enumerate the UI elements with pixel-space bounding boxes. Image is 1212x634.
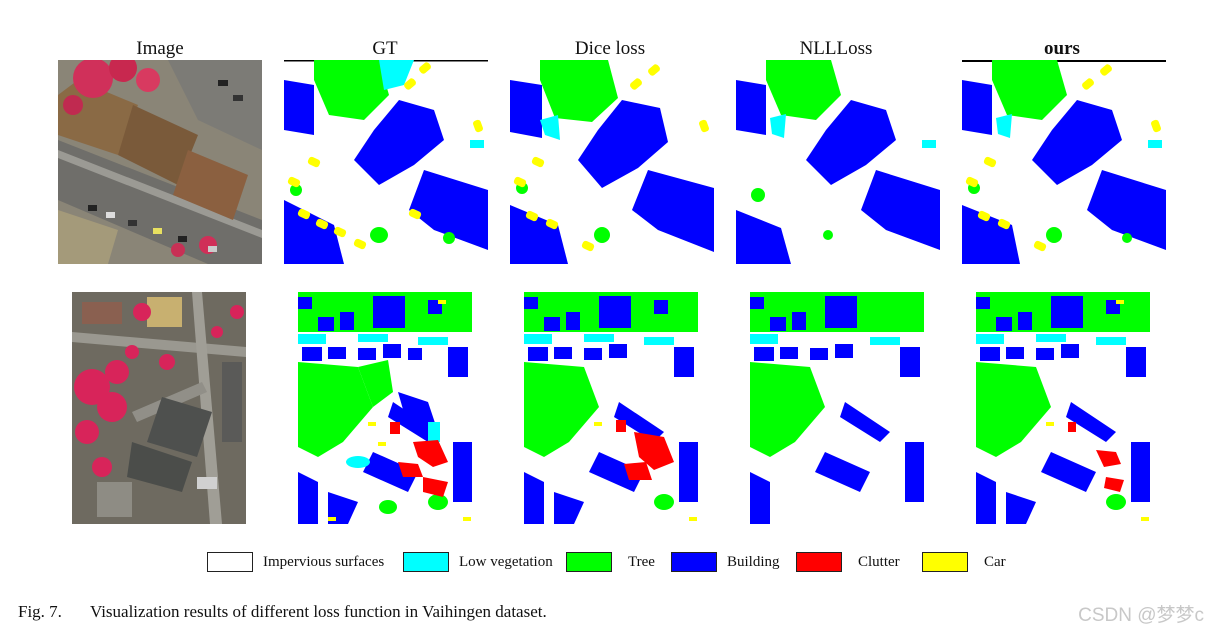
legend-impervious-surfaces: Impervious surfaces	[207, 551, 384, 573]
legend-label-low-vegetation: Low vegetation	[459, 553, 553, 570]
legend-swatch-tree	[566, 552, 612, 572]
legend-swatch-impervious	[207, 552, 253, 572]
legend-swatch-clutter	[796, 552, 842, 572]
gt-map-row1	[284, 60, 488, 264]
ours-map-row2	[976, 292, 1150, 524]
legend-label-impervious: Impervious surfaces	[263, 553, 385, 570]
gt-map-row2	[298, 292, 472, 524]
ours-map-row1	[962, 60, 1166, 264]
watermark: CSDN @梦梦c	[1078, 605, 1204, 626]
legend-car: Car	[922, 551, 1006, 573]
column-heading-ours: ours	[1044, 38, 1080, 59]
legend-swatch-low-vegetation	[403, 552, 449, 572]
column-heading-gt: GT	[372, 38, 398, 59]
legend-label-clutter: Clutter	[858, 553, 900, 570]
legend-swatch-building	[671, 552, 717, 572]
column-heading-nllloss: NLLLoss	[799, 38, 873, 59]
dice-loss-map-row2	[524, 292, 698, 524]
aerial-image-row1	[58, 60, 262, 264]
figure-number: Fig. 7.	[18, 602, 62, 621]
legend-building: Building	[671, 551, 780, 573]
dice-loss-map-row1	[510, 60, 714, 264]
aerial-image-row2	[72, 292, 246, 524]
legend-low-vegetation: Low vegetation	[403, 551, 553, 573]
nllloss-map-row2	[750, 292, 924, 524]
column-heading-image: Image	[136, 38, 184, 59]
legend-swatch-car	[922, 552, 968, 572]
legend-tree: Tree	[566, 551, 655, 573]
legend-label-tree: Tree	[628, 553, 655, 570]
nllloss-map-row1	[736, 60, 940, 264]
legend-label-building: Building	[727, 553, 780, 570]
legend-clutter: Clutter	[796, 551, 900, 573]
column-heading-dice-loss: Dice loss	[574, 38, 646, 59]
legend-label-car: Car	[984, 553, 1006, 570]
figure-caption-text: Visualization results of different loss …	[89, 602, 547, 621]
figure-caption: Fig. 7. Visualization results of differen…	[18, 602, 547, 622]
